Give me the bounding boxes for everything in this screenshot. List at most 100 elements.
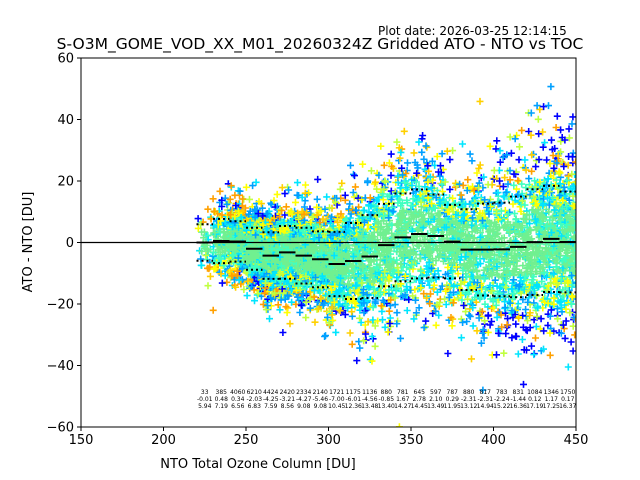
scatter-point xyxy=(281,211,289,219)
scatter-point xyxy=(281,190,289,198)
scatter-point xyxy=(227,182,235,190)
scatter-point xyxy=(397,148,405,156)
scatter-point xyxy=(288,266,296,274)
scatter-point xyxy=(263,210,271,217)
scatter-point xyxy=(301,189,309,197)
scatter-point xyxy=(298,193,306,201)
scatter-point xyxy=(223,278,231,286)
scatter-point xyxy=(255,198,263,206)
scatter-point xyxy=(278,207,286,214)
scatter-points xyxy=(194,83,576,427)
scatter-point xyxy=(279,329,287,336)
scatter-point xyxy=(419,132,427,139)
scatter-point xyxy=(355,338,363,346)
scatter-point xyxy=(338,179,346,187)
scatter-point xyxy=(235,209,243,217)
scatter-point xyxy=(249,182,257,190)
scatter-point xyxy=(310,293,318,301)
scatter-point xyxy=(336,185,344,193)
scatter-point xyxy=(488,318,495,325)
scatter-point xyxy=(211,258,218,266)
scatter-point xyxy=(251,262,259,270)
scatter-point xyxy=(387,150,395,158)
scatter-point xyxy=(294,209,302,217)
scatter-point xyxy=(468,157,476,165)
scatter-point xyxy=(507,149,515,157)
scatter-point xyxy=(385,318,393,326)
scatter-point xyxy=(400,127,408,135)
scatter-point xyxy=(246,207,254,215)
scatter-point xyxy=(457,191,465,199)
scatter-point xyxy=(299,290,307,297)
scatter-point xyxy=(204,282,212,290)
scatter-point xyxy=(206,263,214,271)
scatter-point xyxy=(490,166,498,174)
scatter-point xyxy=(502,330,510,338)
scatter-point xyxy=(277,296,285,304)
scatter-point xyxy=(218,203,226,210)
scatter-point xyxy=(288,298,296,306)
scatter-point xyxy=(259,212,267,220)
scatter-point xyxy=(261,247,269,255)
scatter-point xyxy=(292,220,300,228)
scatter-point xyxy=(241,204,249,212)
scatter-point xyxy=(210,207,218,215)
scatter-point xyxy=(299,226,307,234)
scatter-point xyxy=(198,247,206,255)
scatter-point xyxy=(246,219,254,226)
scatter-point xyxy=(214,246,222,254)
scatter-point xyxy=(200,228,208,236)
scatter-point xyxy=(314,175,322,183)
scatter-point xyxy=(243,258,251,266)
scatter-point xyxy=(313,195,321,203)
scatter-point xyxy=(283,309,291,317)
scatter-point xyxy=(217,217,225,225)
scatter-point xyxy=(211,229,219,237)
scatter-point xyxy=(296,221,304,229)
scatter-point xyxy=(468,355,475,363)
scatter-point xyxy=(465,311,473,319)
scatter-point xyxy=(423,143,431,151)
scatter-point xyxy=(347,161,354,169)
scatter-point xyxy=(311,318,319,326)
scatter-point xyxy=(282,203,290,211)
scatter-point xyxy=(410,149,418,157)
scatter-point xyxy=(294,257,302,265)
scatter-point xyxy=(418,148,426,156)
scatter-point xyxy=(295,214,302,221)
scatter-point xyxy=(235,250,243,257)
scatter-point xyxy=(387,171,395,179)
scatter-point xyxy=(252,178,260,186)
scatter-point xyxy=(226,195,234,203)
scatter-point xyxy=(292,286,300,294)
scatter-point xyxy=(366,194,374,202)
scatter-point xyxy=(364,177,372,185)
scatter-point xyxy=(459,319,467,326)
scatter-point xyxy=(391,301,399,309)
scatter-point xyxy=(261,279,269,287)
scatter-point xyxy=(206,272,214,280)
scatter-point xyxy=(282,234,290,242)
scatter-point xyxy=(282,303,290,311)
scatter-point xyxy=(332,328,340,336)
scatter-point xyxy=(459,140,466,148)
scatter-point xyxy=(486,321,494,329)
scatter-point xyxy=(422,317,430,325)
scatter-point xyxy=(404,159,411,167)
scatter-point xyxy=(493,351,500,359)
scatter-point xyxy=(204,247,212,255)
scatter-point xyxy=(300,210,308,218)
scatter-point xyxy=(284,291,292,299)
scatter-point xyxy=(236,223,244,231)
scatter-point xyxy=(296,309,304,316)
scatter-point xyxy=(287,274,295,281)
plot-date: Plot date: 2026-03-25 12:14:15 xyxy=(378,24,567,38)
scatter-point xyxy=(393,309,401,317)
scatter-point xyxy=(252,231,260,239)
scatter-point xyxy=(511,210,519,218)
scatter-point xyxy=(294,234,302,242)
scatter-point xyxy=(403,307,411,314)
scatter-point xyxy=(353,357,361,365)
scatter-point xyxy=(302,298,310,306)
